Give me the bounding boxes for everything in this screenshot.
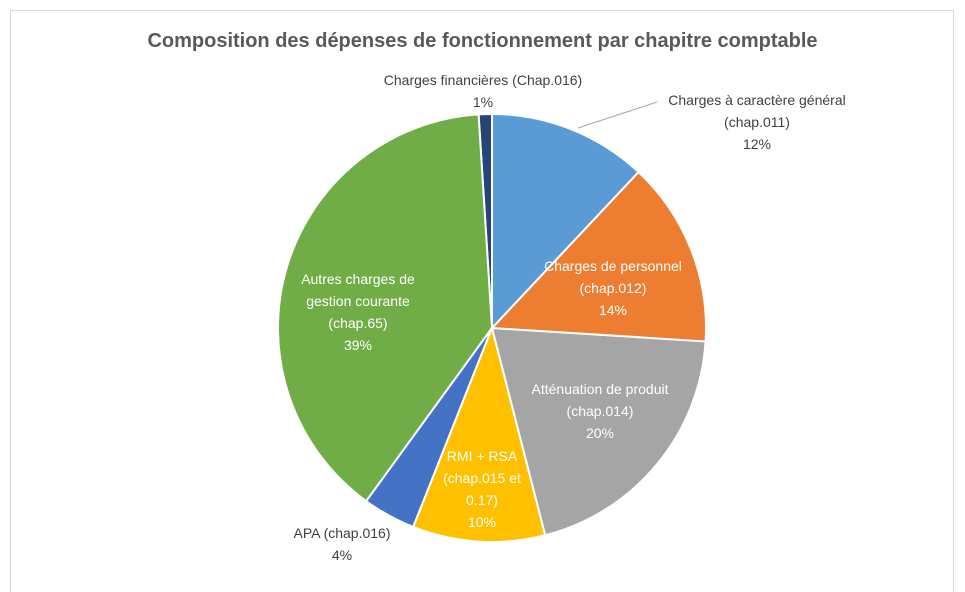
pie-slice [489, 170, 707, 343]
slice-label: RMI + RSA (chap.015 et 0.17) 10% [443, 445, 521, 533]
pie-slice [411, 324, 547, 543]
slice-label: Charges à caractère général (chap.011) 12… [668, 89, 845, 155]
value-label: 10% [467, 514, 497, 530]
value-label: 1% [472, 94, 494, 110]
category-label: Charges de personnel (chap.012) [544, 258, 682, 296]
slice-label: Charges de personnel (chap.012) 14% [544, 255, 682, 321]
pie-slice [491, 112, 640, 331]
category-label: Charges financières (Chap.016) [383, 72, 583, 88]
pie-slice [277, 113, 494, 503]
slice-label: Charges financières (Chap.016) 1% [384, 69, 582, 113]
leader-line [577, 101, 658, 129]
slice-label: Autres charges de gestion courante (chap… [301, 268, 415, 356]
category-label: Autres charges de gestion courante (chap… [301, 271, 415, 331]
value-label: 12% [742, 136, 772, 152]
value-label: 39% [343, 337, 373, 353]
slice-label: APA (chap.016) 4% [293, 522, 390, 566]
category-label: Atténuation de produit (chap.014) [531, 381, 669, 419]
value-label: 14% [598, 302, 628, 318]
slice-label: Atténuation de produit (chap.014) 20% [532, 378, 669, 444]
category-label: APA (chap.016) [293, 525, 391, 541]
chart-title: Composition des dépenses de fonctionneme… [147, 30, 818, 52]
value-label: 20% [585, 425, 615, 441]
value-label: 4% [331, 547, 353, 563]
category-label: Charges à caractère général (chap.011) [668, 92, 846, 130]
chart-frame [10, 10, 954, 592]
pie-slice [490, 326, 707, 537]
category-label: RMI + RSA (chap.015 et 0.17) [443, 448, 521, 508]
